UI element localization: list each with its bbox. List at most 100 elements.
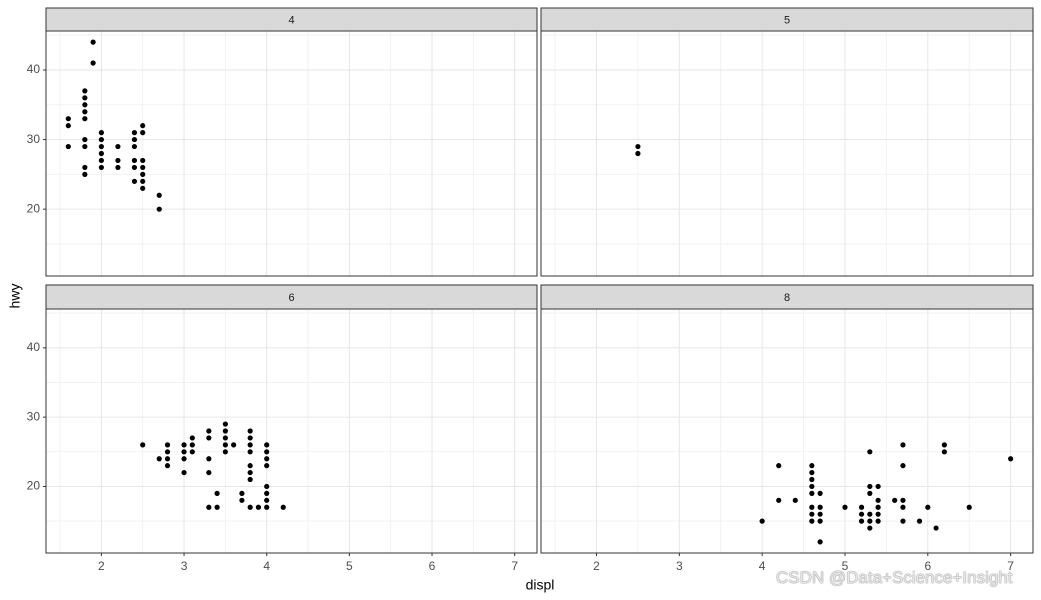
- point: [214, 490, 220, 496]
- strip-label: 5: [784, 14, 790, 26]
- point: [817, 511, 823, 517]
- panel: [541, 31, 1033, 276]
- strip: [45, 284, 538, 310]
- point: [867, 525, 873, 531]
- x-tick-label: 4: [263, 559, 270, 573]
- y-tick-label: 40: [27, 62, 41, 76]
- point: [247, 504, 253, 510]
- point: [222, 442, 228, 448]
- point: [247, 469, 253, 476]
- point: [900, 504, 906, 510]
- x-tick-label: 5: [346, 559, 353, 573]
- point: [925, 504, 931, 510]
- point: [98, 157, 104, 164]
- point: [164, 463, 171, 469]
- point: [858, 511, 865, 517]
- point: [222, 428, 228, 434]
- point: [809, 490, 815, 496]
- point: [82, 102, 88, 108]
- y-tick-label: 20: [27, 201, 41, 215]
- point: [82, 88, 88, 94]
- point: [206, 456, 212, 462]
- point: [65, 123, 71, 129]
- point: [247, 442, 253, 448]
- x-axis-title: displ: [526, 577, 555, 593]
- point: [635, 150, 641, 157]
- point: [1008, 456, 1014, 462]
- point: [206, 469, 212, 476]
- point: [239, 490, 245, 496]
- point: [817, 539, 823, 545]
- point: [214, 504, 220, 510]
- point: [90, 60, 96, 66]
- point: [867, 518, 873, 524]
- point: [264, 504, 270, 510]
- point: [206, 435, 212, 441]
- panel-border: [45, 308, 538, 554]
- point: [82, 116, 88, 122]
- point: [231, 442, 237, 448]
- point: [280, 504, 286, 510]
- point: [817, 504, 823, 510]
- point: [131, 157, 138, 164]
- point: [817, 518, 823, 524]
- panel: [46, 309, 537, 553]
- point: [140, 164, 146, 171]
- point: [809, 511, 815, 517]
- point: [131, 164, 138, 171]
- point: [776, 463, 782, 469]
- point: [65, 116, 71, 122]
- x-tick-label: 3: [676, 559, 683, 573]
- point: [247, 476, 253, 483]
- point: [892, 497, 898, 503]
- point: [164, 442, 171, 448]
- y-tick-label: 30: [27, 409, 41, 423]
- point: [875, 504, 881, 510]
- point: [156, 192, 162, 198]
- point: [264, 483, 270, 490]
- point: [900, 497, 906, 503]
- point: [858, 518, 865, 524]
- point: [900, 442, 906, 448]
- point: [858, 504, 865, 510]
- point: [98, 130, 104, 136]
- point: [140, 123, 146, 129]
- point: [255, 504, 262, 510]
- point: [941, 442, 947, 448]
- strip-label: 8: [784, 292, 790, 304]
- point: [247, 449, 253, 455]
- point: [875, 518, 881, 524]
- point: [875, 497, 881, 503]
- x-tick-label: 5: [842, 559, 849, 573]
- point: [264, 497, 270, 503]
- point: [875, 511, 881, 517]
- point: [941, 449, 947, 455]
- point: [140, 442, 146, 448]
- point: [131, 130, 138, 136]
- x-tick-label: 7: [511, 559, 518, 573]
- point: [131, 136, 138, 143]
- x-tick-label: 7: [1007, 559, 1014, 573]
- point: [206, 504, 212, 510]
- point: [115, 143, 121, 150]
- point: [82, 171, 88, 177]
- point: [875, 483, 881, 490]
- point: [65, 143, 71, 150]
- point: [264, 449, 270, 455]
- point: [156, 456, 162, 462]
- point: [900, 518, 906, 524]
- x-tick-label: 4: [759, 559, 766, 573]
- point: [164, 456, 171, 462]
- point: [900, 463, 906, 469]
- point: [809, 476, 815, 483]
- point: [140, 130, 146, 136]
- point: [140, 157, 146, 164]
- point: [115, 164, 121, 171]
- point: [264, 463, 270, 469]
- point: [156, 206, 162, 212]
- panel-border: [540, 30, 1034, 277]
- point: [98, 143, 104, 150]
- point: [189, 435, 195, 441]
- x-tick-label: 6: [429, 559, 436, 573]
